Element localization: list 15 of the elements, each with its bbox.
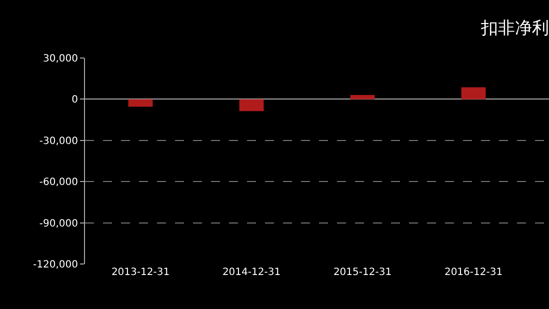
y-tick-label: -90,000 xyxy=(39,218,78,230)
x-tick-label: 2014-12-31 xyxy=(222,267,281,278)
chart-title: 扣非净利 xyxy=(480,18,549,39)
x-tick-label: 2015-12-31 xyxy=(333,267,392,278)
y-tick-label: 30,000 xyxy=(43,54,78,64)
y-tick-label: -60,000 xyxy=(39,177,78,188)
bar xyxy=(128,99,153,107)
y-tick-label: -120,000 xyxy=(33,260,78,270)
bar xyxy=(461,87,486,100)
y-tick-label: 0 xyxy=(72,94,78,106)
bar xyxy=(239,99,264,112)
x-tick-label: 2016-12-31 xyxy=(444,267,503,278)
y-tick-label: -30,000 xyxy=(39,136,78,147)
x-tick-label: 2013-12-31 xyxy=(111,267,170,278)
bar xyxy=(350,94,375,100)
